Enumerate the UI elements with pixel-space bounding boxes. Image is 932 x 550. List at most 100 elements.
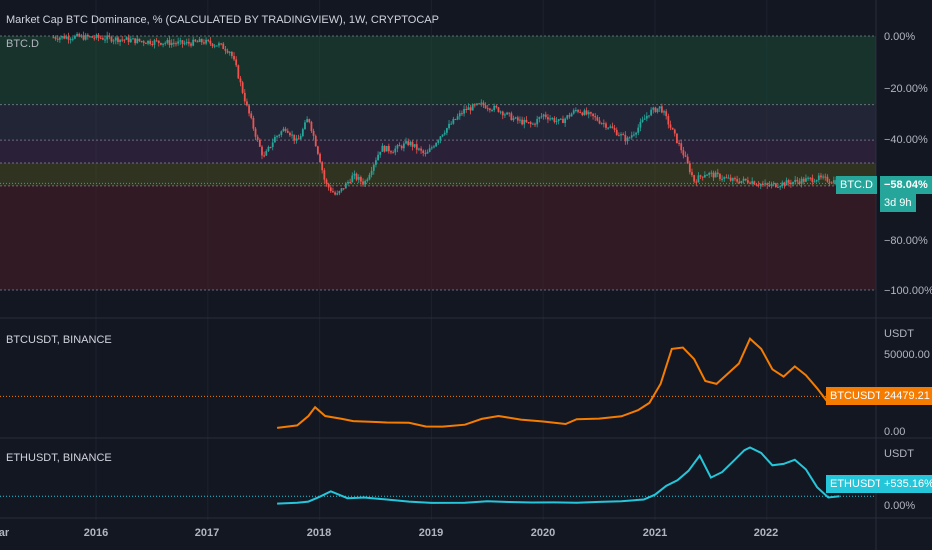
candle-body [409,141,412,146]
candle-body [308,119,311,122]
candle-body [482,102,485,106]
candle-body [585,110,588,115]
candle-body [768,184,771,186]
candle-body [510,113,513,121]
candle-body [538,117,541,119]
candle-body [721,178,723,180]
candle-body [84,34,87,40]
candle-body [254,128,257,137]
candle-body [398,145,401,147]
candle-body [815,180,818,182]
candle-body [654,107,657,113]
candle-body [284,128,287,131]
candle-body [738,181,741,184]
candle-body [390,151,392,153]
candle-body [564,118,567,124]
x-tick-label: 2018 [306,527,332,539]
candle-body [132,38,134,40]
dominance-zone-band [0,140,876,163]
candle-body [506,112,508,115]
candle-body [297,138,300,140]
candle-body [239,78,242,83]
ethusdt-pane-title: ETHUSDT, BINANCE [6,452,112,464]
candle-body [86,34,89,37]
candle-body [56,38,59,40]
candle-body [458,113,461,117]
candle-body [117,37,119,43]
candle-body [418,148,420,150]
candle-body [817,175,820,181]
candle-body [179,40,182,42]
candle-body [164,42,167,44]
candle-body [291,134,293,136]
candle-body [476,103,478,105]
dominance-zone-band [0,185,876,290]
candle-body [134,38,137,44]
candle-body [435,142,438,147]
candle-body [671,127,674,130]
candle-body [278,134,281,136]
candle-body [465,109,468,111]
ethusdt-unit-label: USDT [884,448,914,460]
candle-body [600,123,603,125]
candle-body [787,180,790,183]
candle-body [628,137,631,139]
candle-body [605,123,607,128]
candle-body [149,40,152,45]
candle-body [97,34,100,38]
candle-body [491,110,493,112]
candle-body [456,116,459,120]
candle-body [759,183,762,186]
candle-body [381,145,384,152]
candle-body [639,121,642,128]
candle-body [596,117,599,121]
candle-body [800,178,803,184]
candle-body [439,136,442,141]
candle-body [295,138,298,141]
candle-body [400,145,403,149]
candle-body [669,124,672,128]
candle-body [826,176,829,182]
candle-body [574,110,577,112]
candle-body [697,175,700,183]
candle-body [248,105,250,114]
candle-body [402,143,405,149]
candle-body [200,39,203,43]
candle-body [379,151,382,155]
candle-body [54,37,57,39]
candle-body [198,39,201,42]
candle-body [235,59,238,66]
candle-body [753,181,756,185]
candle-body [779,186,782,188]
btcusdt-pane-title: BTCUSDT, BINANCE [6,334,112,346]
candle-body [663,111,665,113]
candle-body [252,117,255,129]
candle-body [194,39,197,42]
candle-body [265,151,268,156]
candle-body [454,119,457,121]
candle-body [680,143,683,151]
candle-body [714,172,717,178]
candle-body [334,192,336,195]
candle-body [203,42,205,44]
candle-body [78,33,81,37]
candle-body [630,135,633,138]
candle-body [534,123,536,125]
candle-body [809,177,812,179]
candle-body [443,132,446,135]
candle-body [314,135,317,147]
candle-body [263,155,266,157]
candle-body [592,113,594,117]
candle-body [420,148,422,151]
candle-body [527,122,530,124]
x-tick-label: 2021 [642,527,668,539]
candle-body [299,136,302,140]
candle-body [312,130,315,136]
btcd-y-tick: 0.00% [884,31,916,43]
candle-body [372,164,375,171]
candle-body [617,135,620,137]
candle-body [512,118,515,121]
candle-body [177,41,180,44]
